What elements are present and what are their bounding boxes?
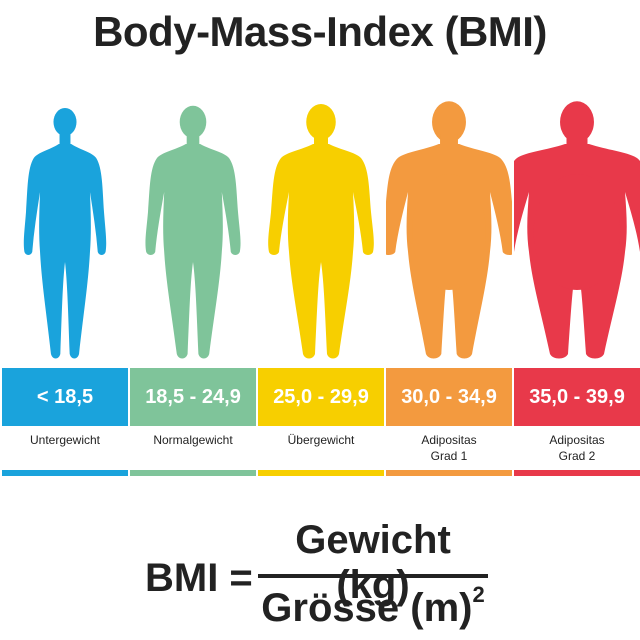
- category-color-strip: [386, 470, 512, 476]
- figure-column: [130, 92, 256, 372]
- bmi-range-badge: 18,5 - 24,9: [130, 368, 256, 426]
- category-color-strip: [2, 470, 128, 476]
- page-title: Body-Mass-Index (BMI): [93, 8, 547, 55]
- figure-head: [432, 101, 466, 143]
- figures-row: [0, 92, 640, 372]
- category-label-line: Adipositas: [549, 433, 605, 447]
- figure-column: [386, 92, 512, 372]
- bmi-range-badge: 35,0 - 39,9: [514, 368, 640, 426]
- bmi-formula: BMI = Gewicht (kg) Grösse (m)2: [0, 510, 640, 640]
- bmi-range-badge: 30,0 - 34,9: [386, 368, 512, 426]
- category-label: Übergewicht: [258, 432, 384, 448]
- figure-head: [306, 104, 336, 140]
- fraction-bar: [258, 574, 488, 578]
- formula-exponent: 2: [472, 582, 485, 607]
- figure-head: [179, 105, 207, 139]
- formula-lhs: BMI =: [145, 556, 253, 600]
- category-label-line: Adipositas: [421, 433, 477, 447]
- figure-body: [268, 144, 374, 359]
- category-color-strip: [130, 470, 256, 476]
- figure-body: [23, 144, 107, 359]
- overweight-figure-icon: [268, 104, 374, 359]
- figure-column: [514, 92, 640, 372]
- figure-belly: [412, 174, 486, 290]
- category-label: Adipositas Grad 2: [514, 432, 640, 464]
- category-label-line: Grad 1: [430, 449, 468, 463]
- category-label: Adipositas Grad 1: [386, 432, 512, 464]
- normal-figure-icon: [145, 105, 241, 359]
- figure-head: [53, 107, 77, 137]
- formula-numerator: Gewicht (kg): [295, 518, 451, 607]
- bmi-range-badge: < 18,5: [2, 368, 128, 426]
- figure-head: [560, 101, 594, 143]
- formula-denominator-wrap: Grösse (m)2: [258, 582, 488, 631]
- category-label-line: Grad 2: [558, 449, 596, 463]
- thin-figure-icon: [23, 107, 107, 359]
- category-label-line: Übergewicht: [287, 433, 355, 447]
- category-label: Normalgewicht: [130, 432, 256, 448]
- obese2-figure-icon: [514, 101, 640, 359]
- category-label: Untergewicht: [2, 432, 128, 448]
- figure-body: [145, 144, 241, 359]
- figure-neck: [59, 134, 71, 148]
- formula-denominator: Grösse (m): [261, 586, 473, 630]
- bmi-range-badge: 25,0 - 29,9: [258, 368, 384, 426]
- category-label-line: Normalgewicht: [153, 433, 233, 447]
- category-color-strip: [514, 470, 640, 476]
- figure-column: [258, 92, 384, 372]
- category-color-strip: [258, 470, 384, 476]
- category-label-line: Untergewicht: [29, 433, 101, 447]
- figure-belly: [533, 174, 621, 290]
- figure-column: [2, 92, 128, 372]
- obese1-figure-icon: [386, 101, 512, 359]
